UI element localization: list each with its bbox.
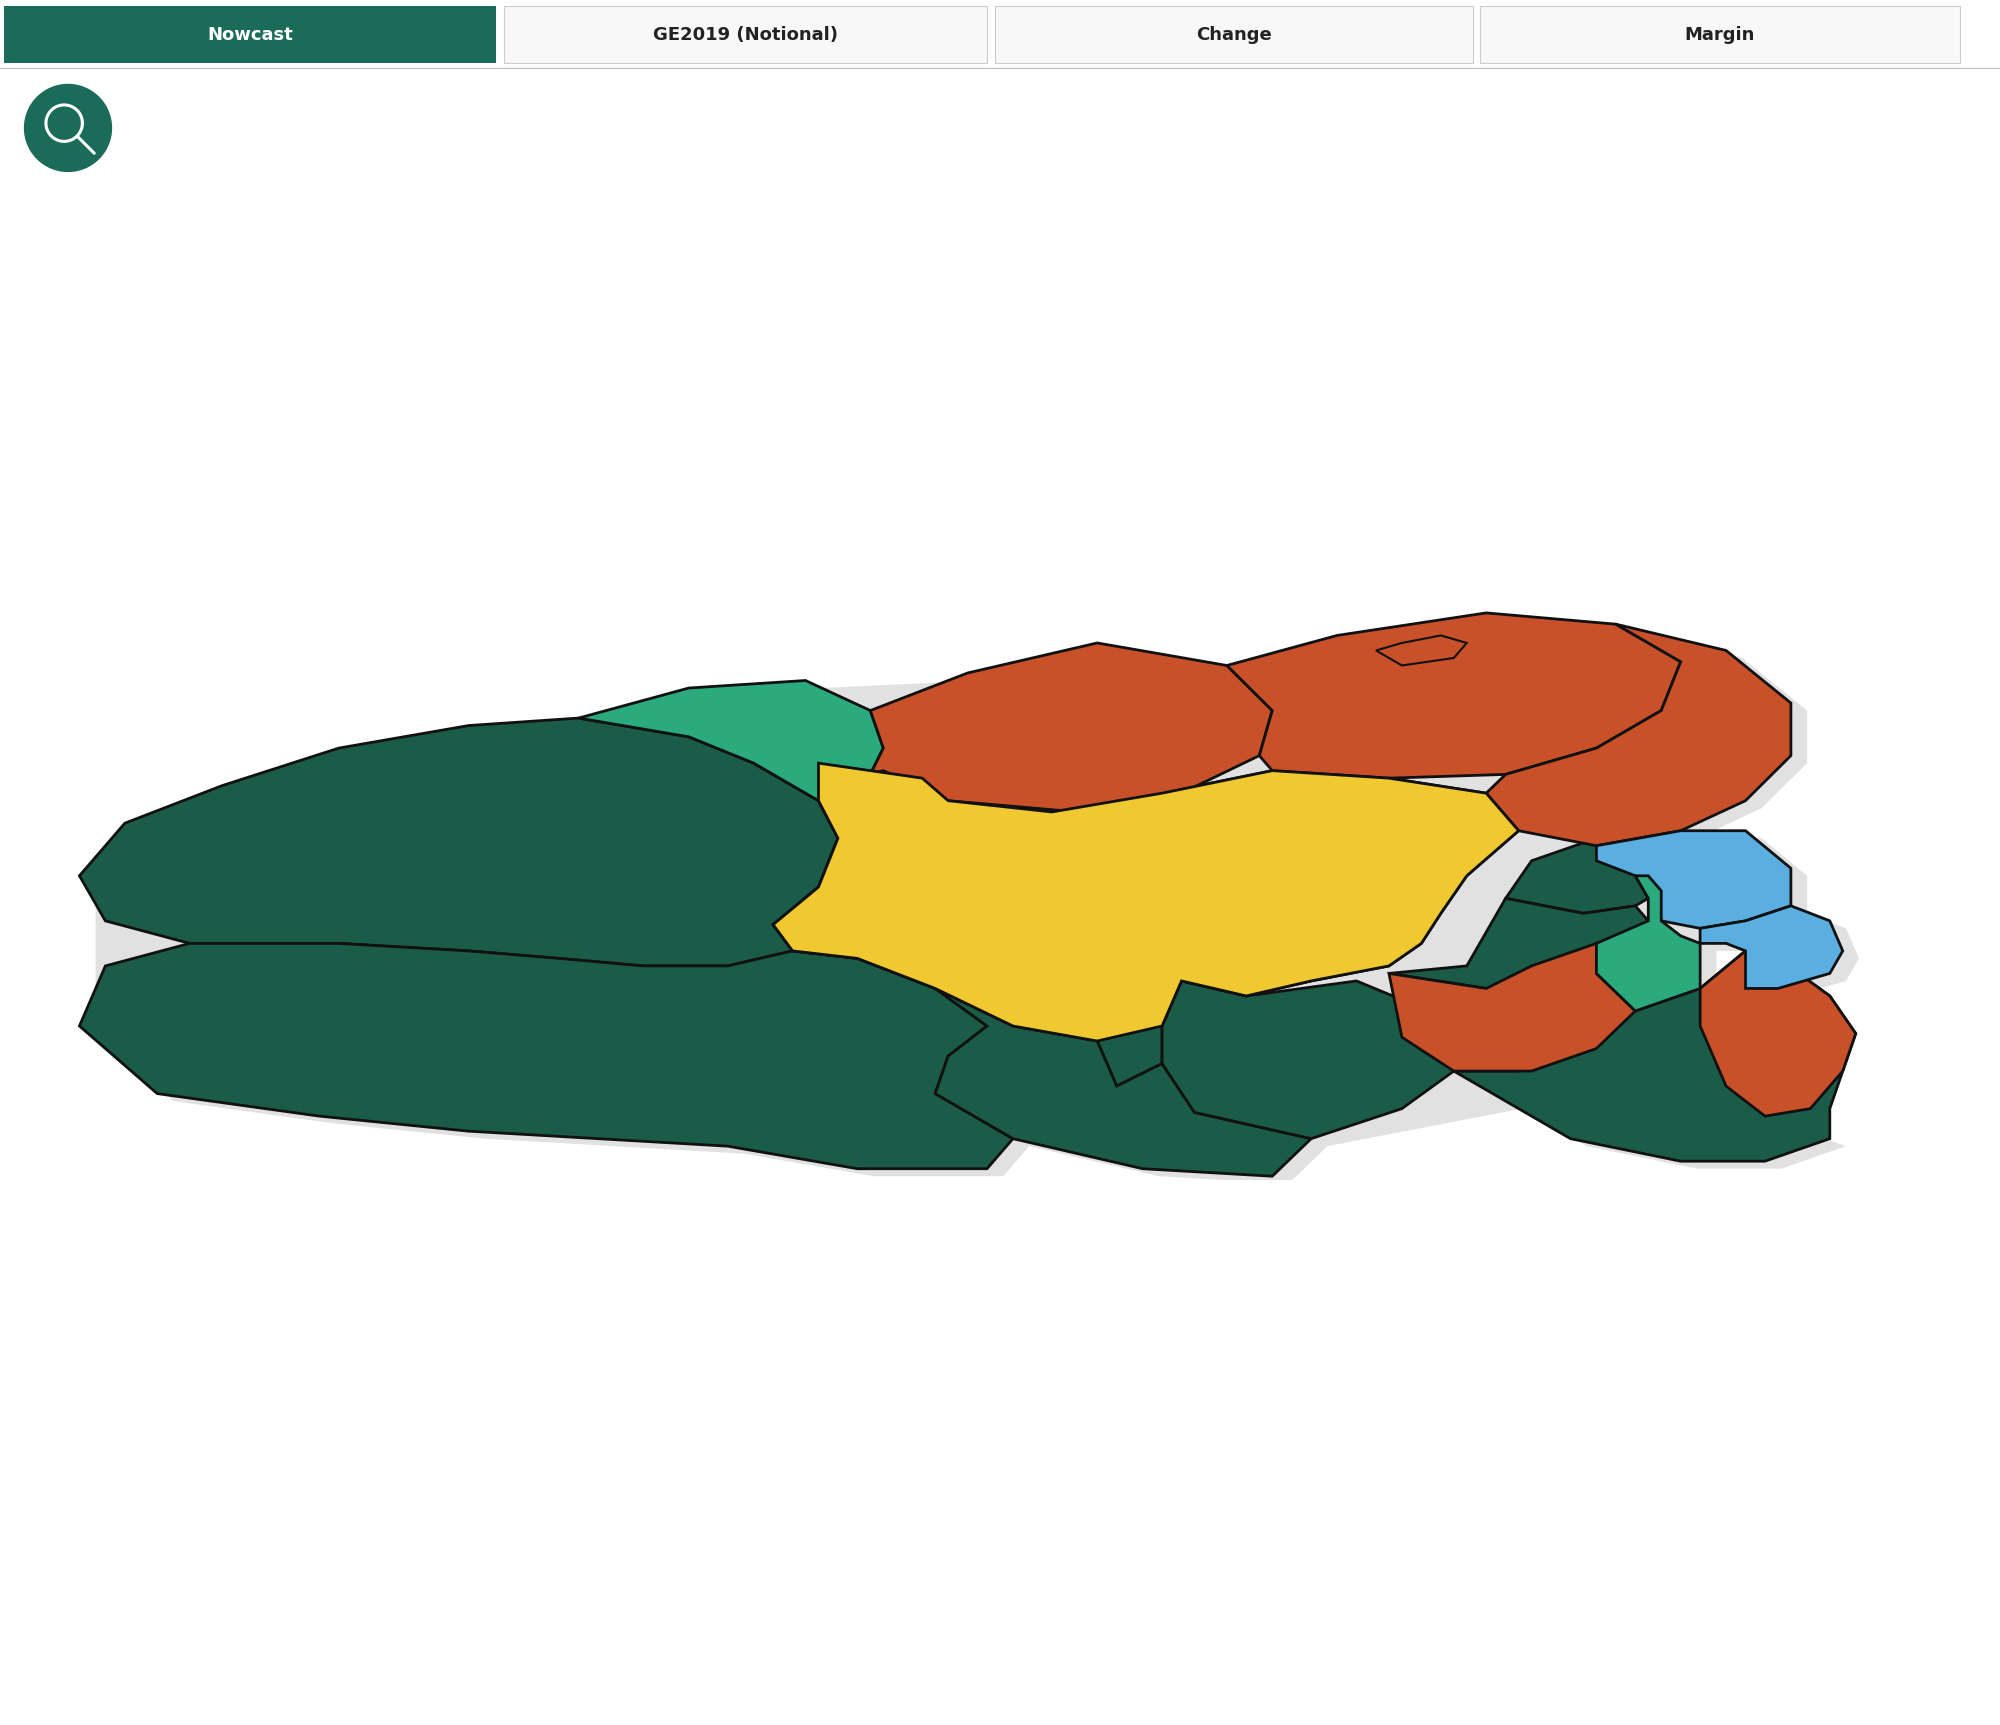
Polygon shape — [1226, 612, 1680, 778]
Polygon shape — [1388, 899, 1648, 988]
Text: Nowcast: Nowcast — [208, 26, 292, 43]
Polygon shape — [80, 944, 1012, 1170]
Bar — [504, 5, 988, 64]
Polygon shape — [1454, 950, 1856, 1161]
Polygon shape — [96, 621, 1858, 1183]
Text: Change: Change — [1196, 26, 1272, 43]
Polygon shape — [1596, 876, 1700, 1011]
Polygon shape — [870, 643, 1272, 812]
Polygon shape — [1596, 831, 1790, 928]
Polygon shape — [1486, 624, 1790, 845]
Circle shape — [24, 85, 112, 172]
Polygon shape — [1388, 944, 1636, 1071]
Polygon shape — [936, 988, 1312, 1176]
Text: Margin: Margin — [1684, 26, 1756, 43]
Polygon shape — [1162, 771, 1518, 995]
Polygon shape — [578, 680, 884, 800]
Polygon shape — [754, 762, 1194, 1087]
Polygon shape — [1700, 950, 1856, 1116]
Polygon shape — [80, 718, 838, 966]
Polygon shape — [1700, 906, 1842, 988]
Bar — [1480, 5, 1960, 64]
Polygon shape — [1376, 635, 1466, 666]
Text: GE2019 (Notional): GE2019 (Notional) — [652, 26, 838, 43]
Polygon shape — [774, 762, 1518, 1040]
Bar — [4, 5, 496, 64]
Polygon shape — [1162, 982, 1454, 1138]
Bar — [994, 5, 1472, 64]
Polygon shape — [1506, 838, 1662, 913]
